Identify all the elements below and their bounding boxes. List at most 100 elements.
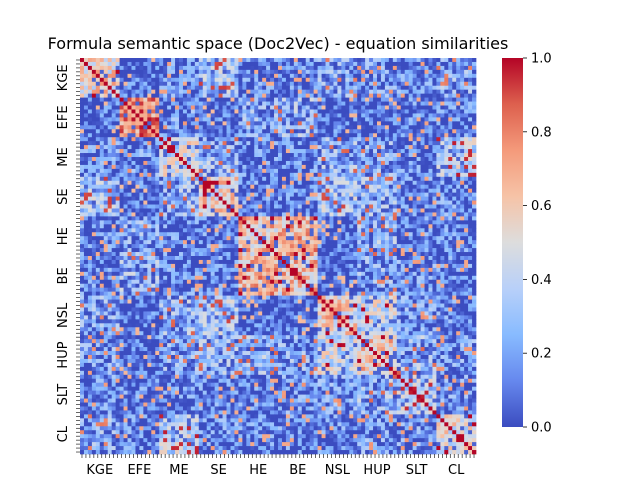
heatmap-cell — [246, 105, 251, 110]
heatmap-cell — [107, 58, 113, 63]
heatmap-cell — [190, 200, 196, 205]
heatmap-cell — [95, 232, 101, 237]
heatmap-cell — [210, 220, 215, 225]
heatmap-cell — [266, 145, 271, 150]
heatmap-cell — [218, 236, 223, 241]
heatmap-cell — [274, 121, 279, 126]
heatmap-cell — [123, 61, 128, 67]
heatmap-cell — [412, 121, 417, 126]
heatmap-cell — [182, 109, 188, 114]
heatmap-cell — [396, 240, 402, 245]
heatmap-cell — [179, 97, 184, 102]
heatmap-cell — [448, 153, 453, 158]
heatmap-cell — [242, 121, 247, 126]
heatmap-cell — [87, 145, 93, 150]
heatmap-cell — [333, 244, 338, 249]
heatmap-cell — [281, 184, 287, 190]
heatmap-cell — [135, 168, 140, 174]
heatmap-cell — [333, 252, 338, 257]
heatmap-cell — [91, 85, 97, 91]
heatmap-cell — [388, 232, 394, 237]
heatmap-cell — [278, 188, 283, 193]
heatmap-cell — [147, 228, 152, 233]
heatmap-cell — [285, 58, 291, 63]
heatmap-cell — [111, 113, 116, 118]
heatmap-cell — [317, 149, 322, 154]
heatmap-cell — [349, 117, 354, 122]
heatmap-cell — [218, 153, 223, 158]
heatmap-cell — [107, 121, 113, 126]
heatmap-cell — [456, 89, 461, 94]
heatmap-cell — [420, 244, 425, 249]
heatmap-cell — [151, 117, 156, 122]
heatmap-cell — [468, 85, 473, 91]
heatmap-cell — [115, 77, 120, 83]
heatmap-cell — [400, 137, 406, 142]
heatmap-cell — [254, 145, 259, 150]
heatmap-cell — [452, 200, 457, 205]
heatmap-cell — [99, 153, 105, 158]
heatmap-cell — [179, 236, 184, 241]
heatmap-cell — [274, 137, 279, 142]
heatmap-cell — [428, 244, 433, 249]
heatmap-cell — [155, 232, 160, 237]
heatmap-cell — [361, 244, 366, 249]
heatmap-cell — [198, 58, 204, 63]
heatmap-cell — [452, 113, 457, 118]
heatmap-cell — [242, 129, 247, 134]
heatmap-cell — [115, 58, 120, 63]
heatmap-cell — [460, 69, 465, 75]
heatmap-cell — [365, 121, 370, 126]
heatmap-cell — [456, 101, 461, 106]
heatmap-cell — [281, 101, 287, 106]
heatmap-cell — [380, 164, 386, 170]
heatmap-cell — [143, 89, 148, 94]
heatmap-cell — [147, 188, 152, 193]
heatmap-cell — [448, 232, 453, 237]
heatmap-cell — [341, 228, 346, 233]
heatmap-cell — [365, 113, 370, 118]
heatmap-cell — [384, 228, 390, 233]
heatmap-cell — [242, 141, 247, 146]
heatmap-cell — [460, 117, 465, 122]
heatmap-cell — [349, 176, 354, 182]
heatmap-cell — [396, 164, 402, 170]
heatmap-cell — [226, 176, 231, 182]
heatmap-cell — [80, 204, 85, 209]
heatmap-cell — [408, 101, 413, 106]
heatmap-cell — [95, 224, 101, 229]
heatmap-cell — [127, 192, 132, 197]
heatmap-cell — [321, 89, 326, 94]
heatmap-cell — [262, 97, 267, 102]
heatmap-cell — [424, 168, 429, 174]
heatmap-cell — [210, 117, 215, 122]
heatmap-cell — [190, 204, 196, 209]
heatmap-cell — [218, 89, 223, 94]
heatmap-cell — [163, 73, 168, 79]
heatmap-cell — [428, 228, 433, 233]
heatmap-cell — [218, 200, 223, 205]
heatmap-cell — [258, 188, 263, 193]
heatmap-cell — [123, 77, 128, 83]
heatmap-cell — [230, 248, 235, 253]
heatmap-cell — [440, 93, 445, 98]
heatmap-cell — [155, 188, 160, 193]
heatmap-cell — [278, 125, 283, 130]
heatmap-cell — [333, 113, 338, 118]
heatmap-cell — [246, 204, 251, 209]
heatmap-cell — [361, 236, 366, 241]
heatmap-cell — [436, 133, 441, 138]
heatmap-cell — [440, 240, 445, 245]
heatmap-cell — [361, 184, 366, 190]
heatmap-cell — [182, 65, 188, 71]
heatmap-cell — [444, 117, 449, 122]
heatmap-cell — [416, 61, 421, 67]
heatmap-cell — [377, 145, 382, 150]
heatmap-cell — [452, 192, 457, 197]
heatmap-cell — [194, 192, 200, 197]
heatmap-cell — [206, 200, 212, 205]
heatmap-cell — [281, 204, 287, 209]
heatmap-cell — [432, 232, 437, 237]
heatmap-cell — [472, 121, 477, 126]
heatmap-cell — [420, 117, 425, 122]
